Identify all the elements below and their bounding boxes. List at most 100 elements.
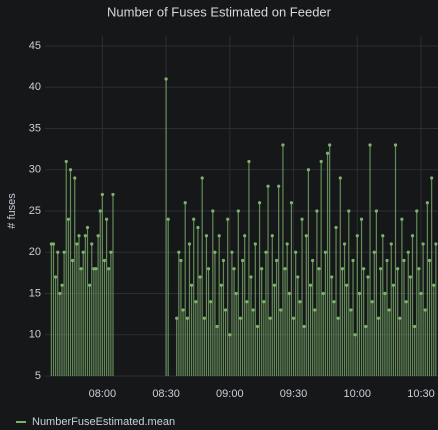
point — [317, 267, 321, 271]
point — [73, 176, 77, 180]
point — [387, 308, 391, 312]
point — [60, 283, 64, 287]
point — [270, 234, 274, 238]
point — [279, 308, 283, 312]
point — [308, 283, 313, 287]
point — [234, 291, 238, 296]
point — [253, 242, 257, 246]
point — [181, 308, 185, 312]
point — [306, 168, 311, 172]
y-tick-label: 35 — [29, 122, 41, 134]
point — [219, 283, 223, 287]
y-tick-label: 25 — [29, 205, 41, 217]
point — [323, 250, 328, 254]
point — [321, 291, 325, 296]
point — [175, 316, 179, 320]
point — [111, 192, 115, 197]
point — [417, 267, 421, 271]
point — [330, 275, 334, 279]
point — [402, 258, 406, 263]
point — [102, 258, 107, 263]
point — [66, 217, 70, 221]
point — [283, 267, 287, 271]
point — [277, 184, 281, 188]
y-tick-label: 5 — [35, 370, 41, 382]
point — [79, 267, 83, 271]
point — [285, 242, 289, 246]
point — [200, 176, 204, 180]
y-tick-label: 20 — [29, 246, 41, 258]
point — [385, 258, 389, 263]
point — [296, 275, 300, 279]
point — [64, 159, 68, 164]
point — [232, 267, 236, 271]
point — [345, 283, 349, 287]
point — [315, 209, 319, 213]
point — [266, 184, 270, 188]
point — [325, 151, 330, 155]
point — [183, 201, 187, 205]
point — [347, 209, 351, 213]
point — [88, 283, 92, 287]
point — [362, 267, 366, 271]
point — [54, 275, 58, 279]
x-tick-label: 09:00 — [216, 388, 244, 400]
point — [206, 267, 211, 271]
point — [291, 316, 296, 320]
point — [319, 159, 323, 164]
point — [366, 275, 370, 279]
y-tick-label: 15 — [29, 287, 41, 299]
point — [419, 291, 423, 296]
point — [379, 267, 383, 271]
x-tick-label: 09:30 — [280, 388, 308, 400]
y-tick-label: 10 — [29, 329, 41, 341]
point — [247, 159, 251, 164]
point — [204, 234, 209, 238]
point — [77, 234, 81, 238]
point — [368, 143, 372, 147]
point — [359, 217, 364, 221]
point — [342, 242, 347, 246]
point — [94, 267, 98, 271]
point — [238, 316, 243, 320]
point — [68, 168, 73, 172]
x-tick-label: 10:30 — [407, 388, 435, 400]
point — [245, 300, 249, 304]
point — [427, 258, 432, 263]
y-tick-label: 30 — [29, 164, 41, 176]
point — [105, 217, 109, 221]
point — [83, 234, 87, 238]
point — [213, 250, 217, 254]
x-tick-label: 08:00 — [89, 388, 117, 400]
point — [432, 283, 436, 287]
point — [400, 217, 404, 221]
point — [189, 283, 194, 287]
x-tick-label: 08:30 — [152, 388, 180, 400]
point — [255, 324, 260, 329]
point — [75, 242, 79, 246]
point — [240, 258, 245, 263]
point — [349, 308, 353, 312]
y-axis-label: # fuses — [6, 193, 18, 229]
point — [215, 324, 219, 329]
point — [421, 242, 425, 246]
point — [202, 316, 206, 320]
point — [260, 267, 264, 271]
point — [196, 225, 200, 230]
point — [313, 308, 317, 312]
x-tick-label: 10:00 — [344, 388, 372, 400]
point — [221, 258, 226, 263]
point — [262, 300, 266, 304]
point — [198, 275, 202, 279]
point — [192, 217, 196, 221]
point — [393, 143, 398, 147]
y-tick-label: 45 — [29, 40, 41, 52]
point — [100, 192, 104, 197]
point — [287, 291, 291, 296]
point — [226, 217, 230, 221]
point — [58, 291, 62, 296]
point — [98, 209, 102, 213]
point — [391, 283, 395, 287]
point — [71, 258, 75, 263]
